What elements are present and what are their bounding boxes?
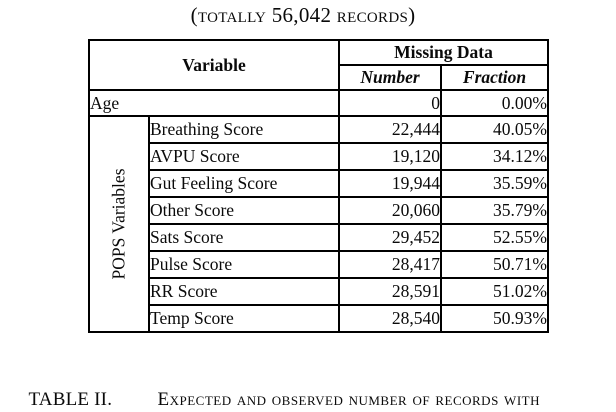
caption-title-text: Expected and observed number of records … xyxy=(157,389,540,410)
table-row: AVPU Score 19,120 34.12% xyxy=(89,142,549,171)
cell-number: 19,120 xyxy=(338,142,442,171)
table-row-age: Age 0 0.00% xyxy=(88,89,549,117)
table-row: Sats Score 29,452 52.55% xyxy=(89,223,549,252)
cell-variable: Sats Score xyxy=(148,223,340,252)
cell-fraction: 50.93% xyxy=(440,304,549,333)
caption-line-1: TABLE II. Expected and observed number of… xyxy=(0,365,616,412)
column-header-number: Number xyxy=(338,64,442,91)
cell-number: 20,060 xyxy=(338,196,442,225)
cell-number: 0 xyxy=(338,89,442,117)
table-row: POPS Variables Breathing Score 22,444 40… xyxy=(88,115,549,333)
cell-number: 22,444 xyxy=(338,115,442,144)
cell-number: 28,417 xyxy=(338,250,442,279)
cell-fraction: 52.55% xyxy=(440,223,549,252)
column-header-fraction: Fraction xyxy=(440,64,549,91)
cell-variable: Pulse Score xyxy=(148,250,340,279)
group-label-cell: POPS Variables xyxy=(88,115,150,333)
cell-variable: AVPU Score xyxy=(148,142,340,171)
cell-fraction: 35.79% xyxy=(440,196,549,225)
cell-fraction: 51.02% xyxy=(440,277,549,306)
cell-variable: RR Score xyxy=(148,277,340,306)
caption-table-number: TABLE II. xyxy=(28,389,113,410)
table-row: RR Score 28,591 51.02% xyxy=(89,277,549,306)
group-label-pops-variables: POPS Variables xyxy=(108,168,129,280)
cell-fraction: 50.71% xyxy=(440,250,549,279)
table-top-caption: (totally 56,042 records) xyxy=(190,3,416,27)
column-header-variable: Variable xyxy=(88,39,340,91)
table-row: Temp Score 28,540 50.93% xyxy=(89,304,549,333)
table-header-row-1: Variable Missing Data xyxy=(88,39,549,91)
cell-fraction: 40.05% xyxy=(440,115,549,144)
cell-variable: Breathing Score xyxy=(148,115,340,144)
table-header-row-2: Number Fraction xyxy=(89,64,549,91)
column-header-missing-data: Missing Data xyxy=(338,39,549,66)
cell-number: 28,591 xyxy=(338,277,442,306)
missing-data-table: Variable Missing Data Number Fraction Ag… xyxy=(88,39,549,333)
table-row: Pulse Score 28,417 50.71% xyxy=(89,250,549,279)
cell-fraction: 35.59% xyxy=(440,169,549,198)
cell-fraction: 34.12% xyxy=(440,142,549,171)
table-row: Other Score 20,060 35.79% xyxy=(89,196,549,225)
cell-variable: Other Score xyxy=(148,196,340,225)
cell-variable: Temp Score xyxy=(148,304,340,333)
table-row: Gut Feeling Score 19,944 35.59% xyxy=(89,169,549,198)
cell-number: 29,452 xyxy=(338,223,442,252)
cell-variable: Age xyxy=(88,89,340,117)
table-bottom-caption: TABLE II. Expected and observed number of… xyxy=(0,365,616,412)
cell-number: 28,540 xyxy=(338,304,442,333)
cell-fraction: 0.00% xyxy=(440,89,549,117)
cell-variable: Gut Feeling Score xyxy=(148,169,340,198)
cell-number: 19,944 xyxy=(338,169,442,198)
